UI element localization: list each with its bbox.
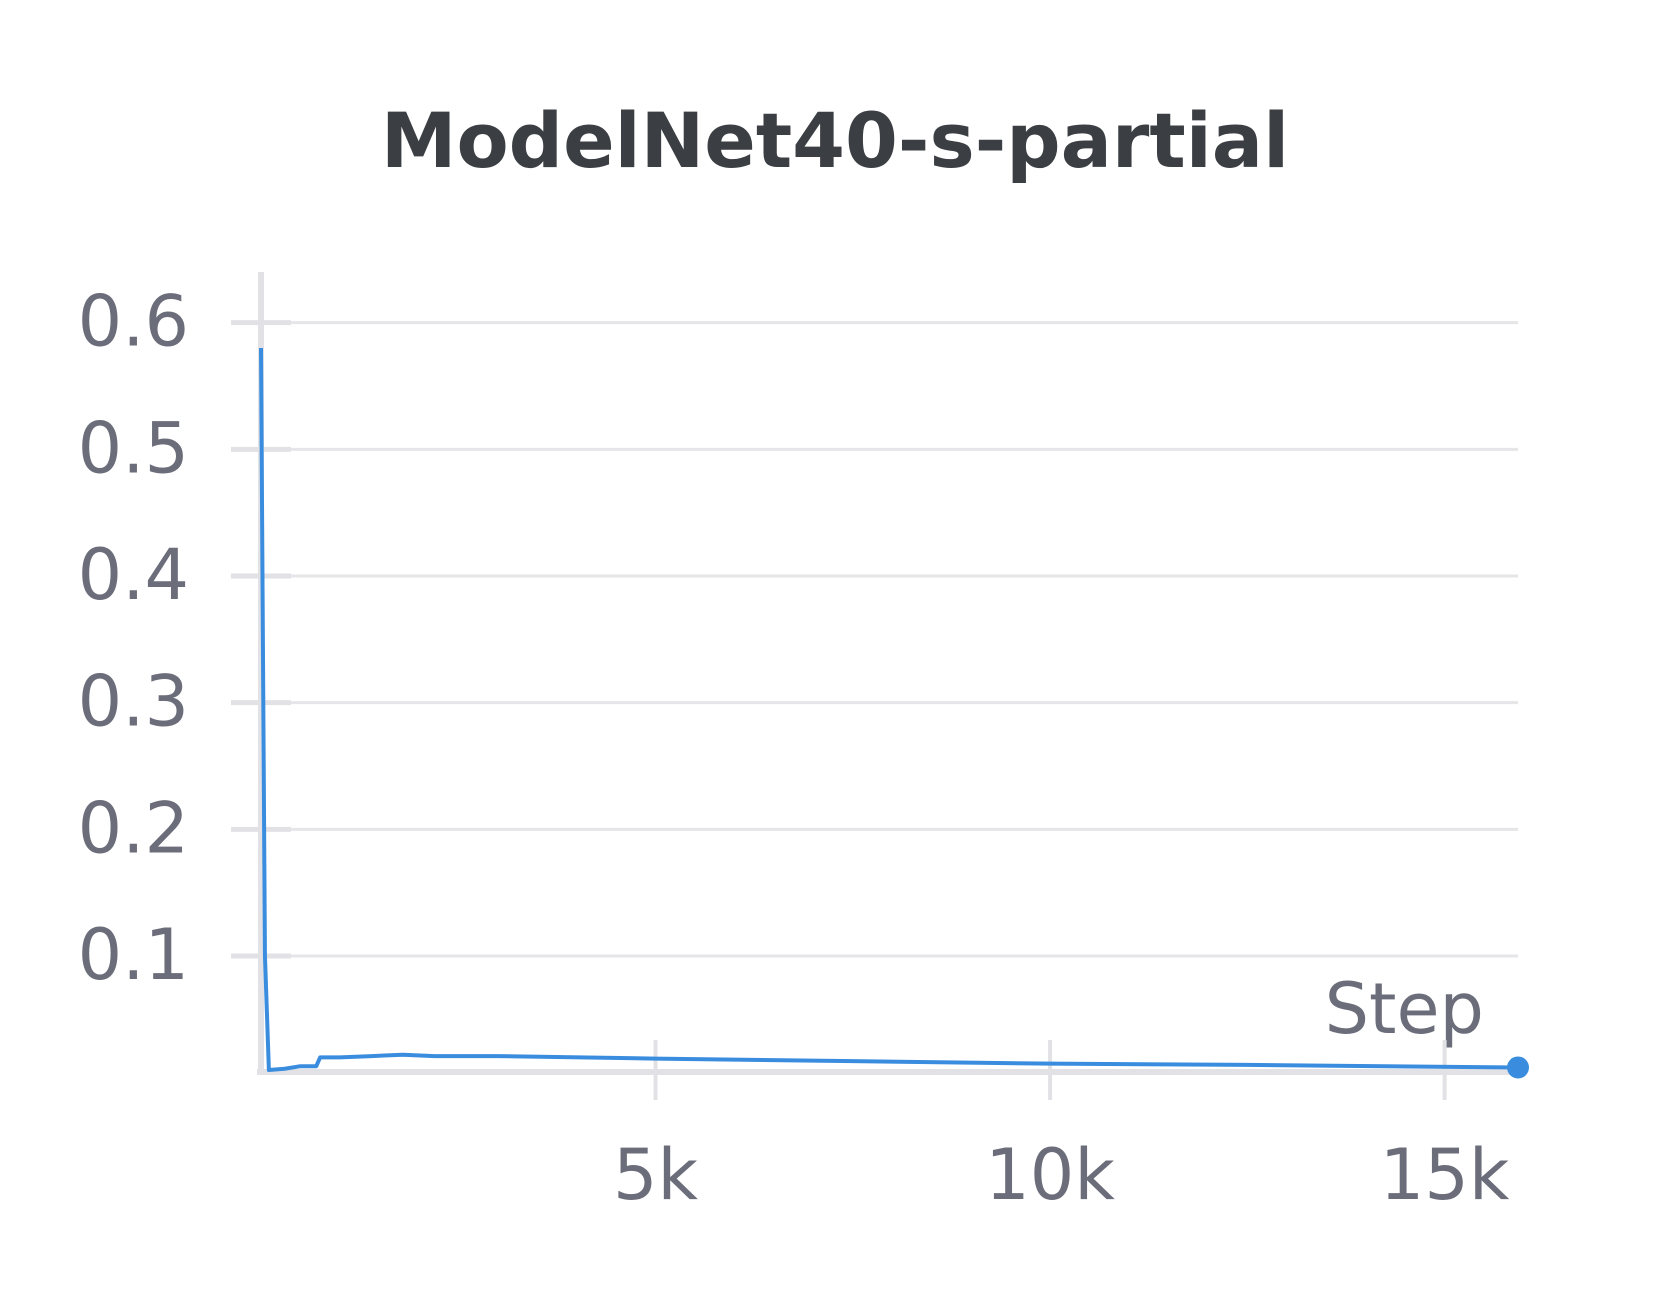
x-tick-label: 10k	[985, 1134, 1115, 1216]
y-tick-label: 0.6	[78, 281, 189, 363]
y-tick-label: 0.1	[78, 914, 189, 996]
end-point	[1507, 1056, 1529, 1079]
x-tick-label: 5k	[613, 1134, 699, 1216]
x-tick-label: 15k	[1380, 1134, 1510, 1216]
y-tick-label: 0.3	[78, 661, 189, 743]
x-axis-label: Step	[1325, 968, 1484, 1050]
chart-title: ModelNet40-s-partial	[381, 96, 1289, 185]
y-tick-label: 0.5	[78, 407, 189, 489]
y-tick-label: 0.2	[78, 787, 189, 869]
y-tick-label: 0.4	[78, 534, 189, 616]
line-series	[259, 347, 1519, 1072]
